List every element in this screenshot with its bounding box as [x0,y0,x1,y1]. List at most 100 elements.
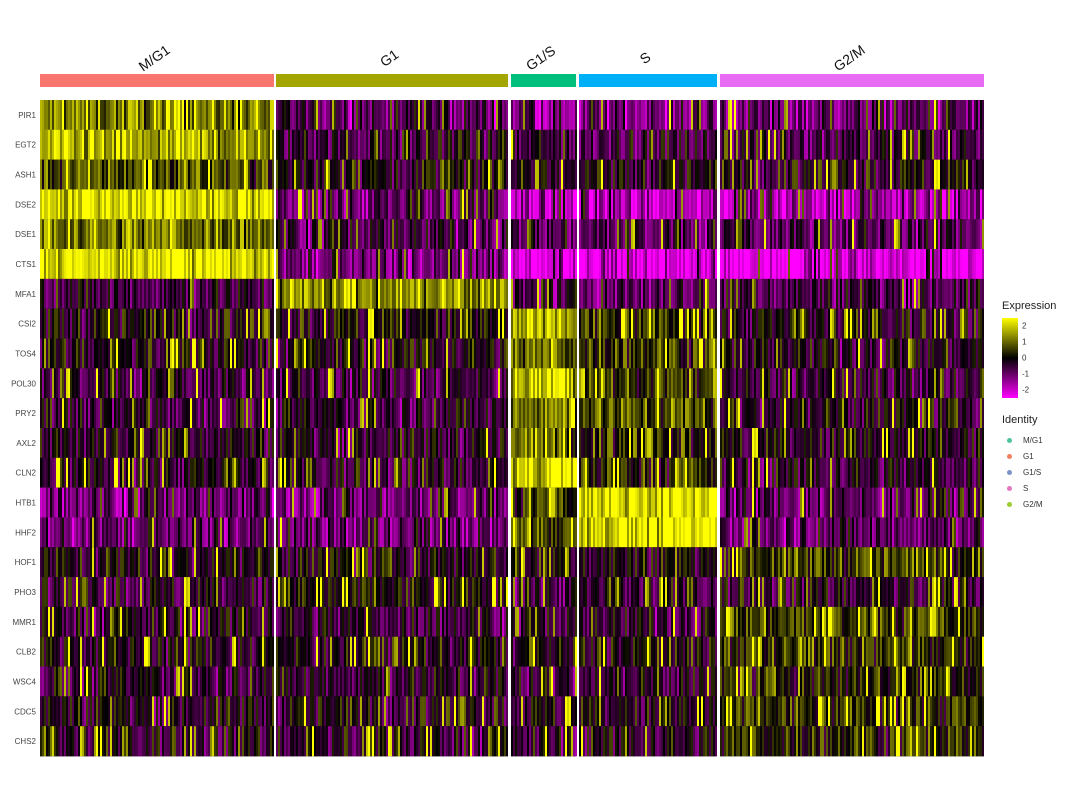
heatmap-cell [494,219,496,250]
heatmap-cell [150,308,152,339]
heatmap-cell [306,278,308,310]
heatmap-cell [178,100,180,131]
heatmap-cell [517,100,519,131]
heatmap-cell [282,189,284,220]
heatmap-cell [212,398,214,429]
heatmap-cell [248,308,250,339]
heatmap-cell [782,129,784,160]
heatmap-cell [784,159,786,190]
heatmap-cell [748,249,750,280]
heatmap-cell [952,278,954,310]
heatmap-cell [40,100,42,131]
heatmap-cell [792,159,794,190]
heatmap-cell [695,308,697,339]
heatmap-cell [713,278,715,310]
heatmap-cell [192,338,194,369]
heatmap-cell [306,249,308,280]
heatmap-cell [104,368,106,399]
heatmap-cell [384,338,386,369]
heatmap-cell [611,308,613,339]
heatmap-cell [888,278,890,310]
heatmap-cell [404,100,406,131]
heatmap-cell [587,278,589,310]
heatmap-cell [442,278,444,310]
heatmap-cell [860,249,862,280]
heatmap-cell [388,129,390,160]
heatmap-cell [290,398,292,429]
heatmap-cell [50,308,52,339]
heatmap-cell [559,100,561,131]
heatmap-cell [184,189,186,220]
heatmap-cell [838,278,840,310]
heatmap-cell [713,338,715,369]
heatmap-cell [784,278,786,310]
heatmap-cell [50,338,52,369]
heatmap-cell [80,338,82,369]
heatmap-cell [54,278,56,310]
heatmap-cell [892,189,894,220]
heatmap-cell [770,249,772,280]
heatmap-cell [476,338,478,369]
heatmap-cell [350,159,352,190]
heatmap-cell [631,189,633,220]
heatmap-cell [418,308,420,339]
heatmap-cell [770,100,772,131]
heatmap-cell [128,278,130,310]
heatmap-cell [496,398,498,429]
heatmap-cell [884,189,886,220]
heatmap-cell [424,338,426,369]
heatmap-cell [66,100,68,131]
heatmap-cell [384,189,386,220]
heatmap-cell [681,278,683,310]
heatmap-cell [691,189,693,220]
heatmap-cell [808,159,810,190]
heatmap-cell [848,338,850,369]
heatmap-cell [511,308,513,339]
heatmap-cell [418,249,420,280]
heatmap-cell [456,100,458,131]
heatmap-cell [68,249,70,280]
heatmap-cell [172,368,174,399]
heatmap-cell [290,189,292,220]
heatmap-cell [673,129,675,160]
heatmap-cell [370,338,372,369]
heatmap-cell [523,368,525,399]
heatmap-cell [649,189,651,220]
heatmap-cell [492,219,494,250]
heatmap-cell [150,368,152,399]
heatmap-cell [454,249,456,280]
heatmap-cell [736,368,738,399]
heatmap-cell [641,249,643,280]
heatmap-cell [918,189,920,220]
heatmap-cell [488,159,490,190]
heatmap-cell [627,100,629,131]
heatmap-cell [232,129,234,160]
heatmap-cell [138,159,140,190]
heatmap-cell [786,219,788,250]
heatmap-cell [846,308,848,339]
heatmap-cell [830,308,832,339]
heatmap-cell [494,398,496,429]
heatmap-cell [605,368,607,399]
heatmap-cell [426,100,428,131]
heatmap-cell [134,189,136,220]
heatmap-cell [860,100,862,131]
heatmap-cell [246,338,248,369]
heatmap-cell [434,129,436,160]
heatmap-cell [168,129,170,160]
heatmap-cell [412,129,414,160]
heatmap-cell [424,189,426,220]
heatmap-cell [148,189,150,220]
heatmap-cell [292,100,294,131]
heatmap-cell [958,189,960,220]
heatmap-cell [742,249,744,280]
heatmap-cell [298,100,300,131]
heatmap-cell [675,129,677,160]
heatmap-cell [627,189,629,220]
heatmap-cell [778,219,780,250]
heatmap-cell [256,100,258,131]
heatmap-cell [818,189,820,220]
heatmap-cell [400,159,402,190]
heatmap-cell [878,129,880,160]
heatmap-cell [244,189,246,220]
